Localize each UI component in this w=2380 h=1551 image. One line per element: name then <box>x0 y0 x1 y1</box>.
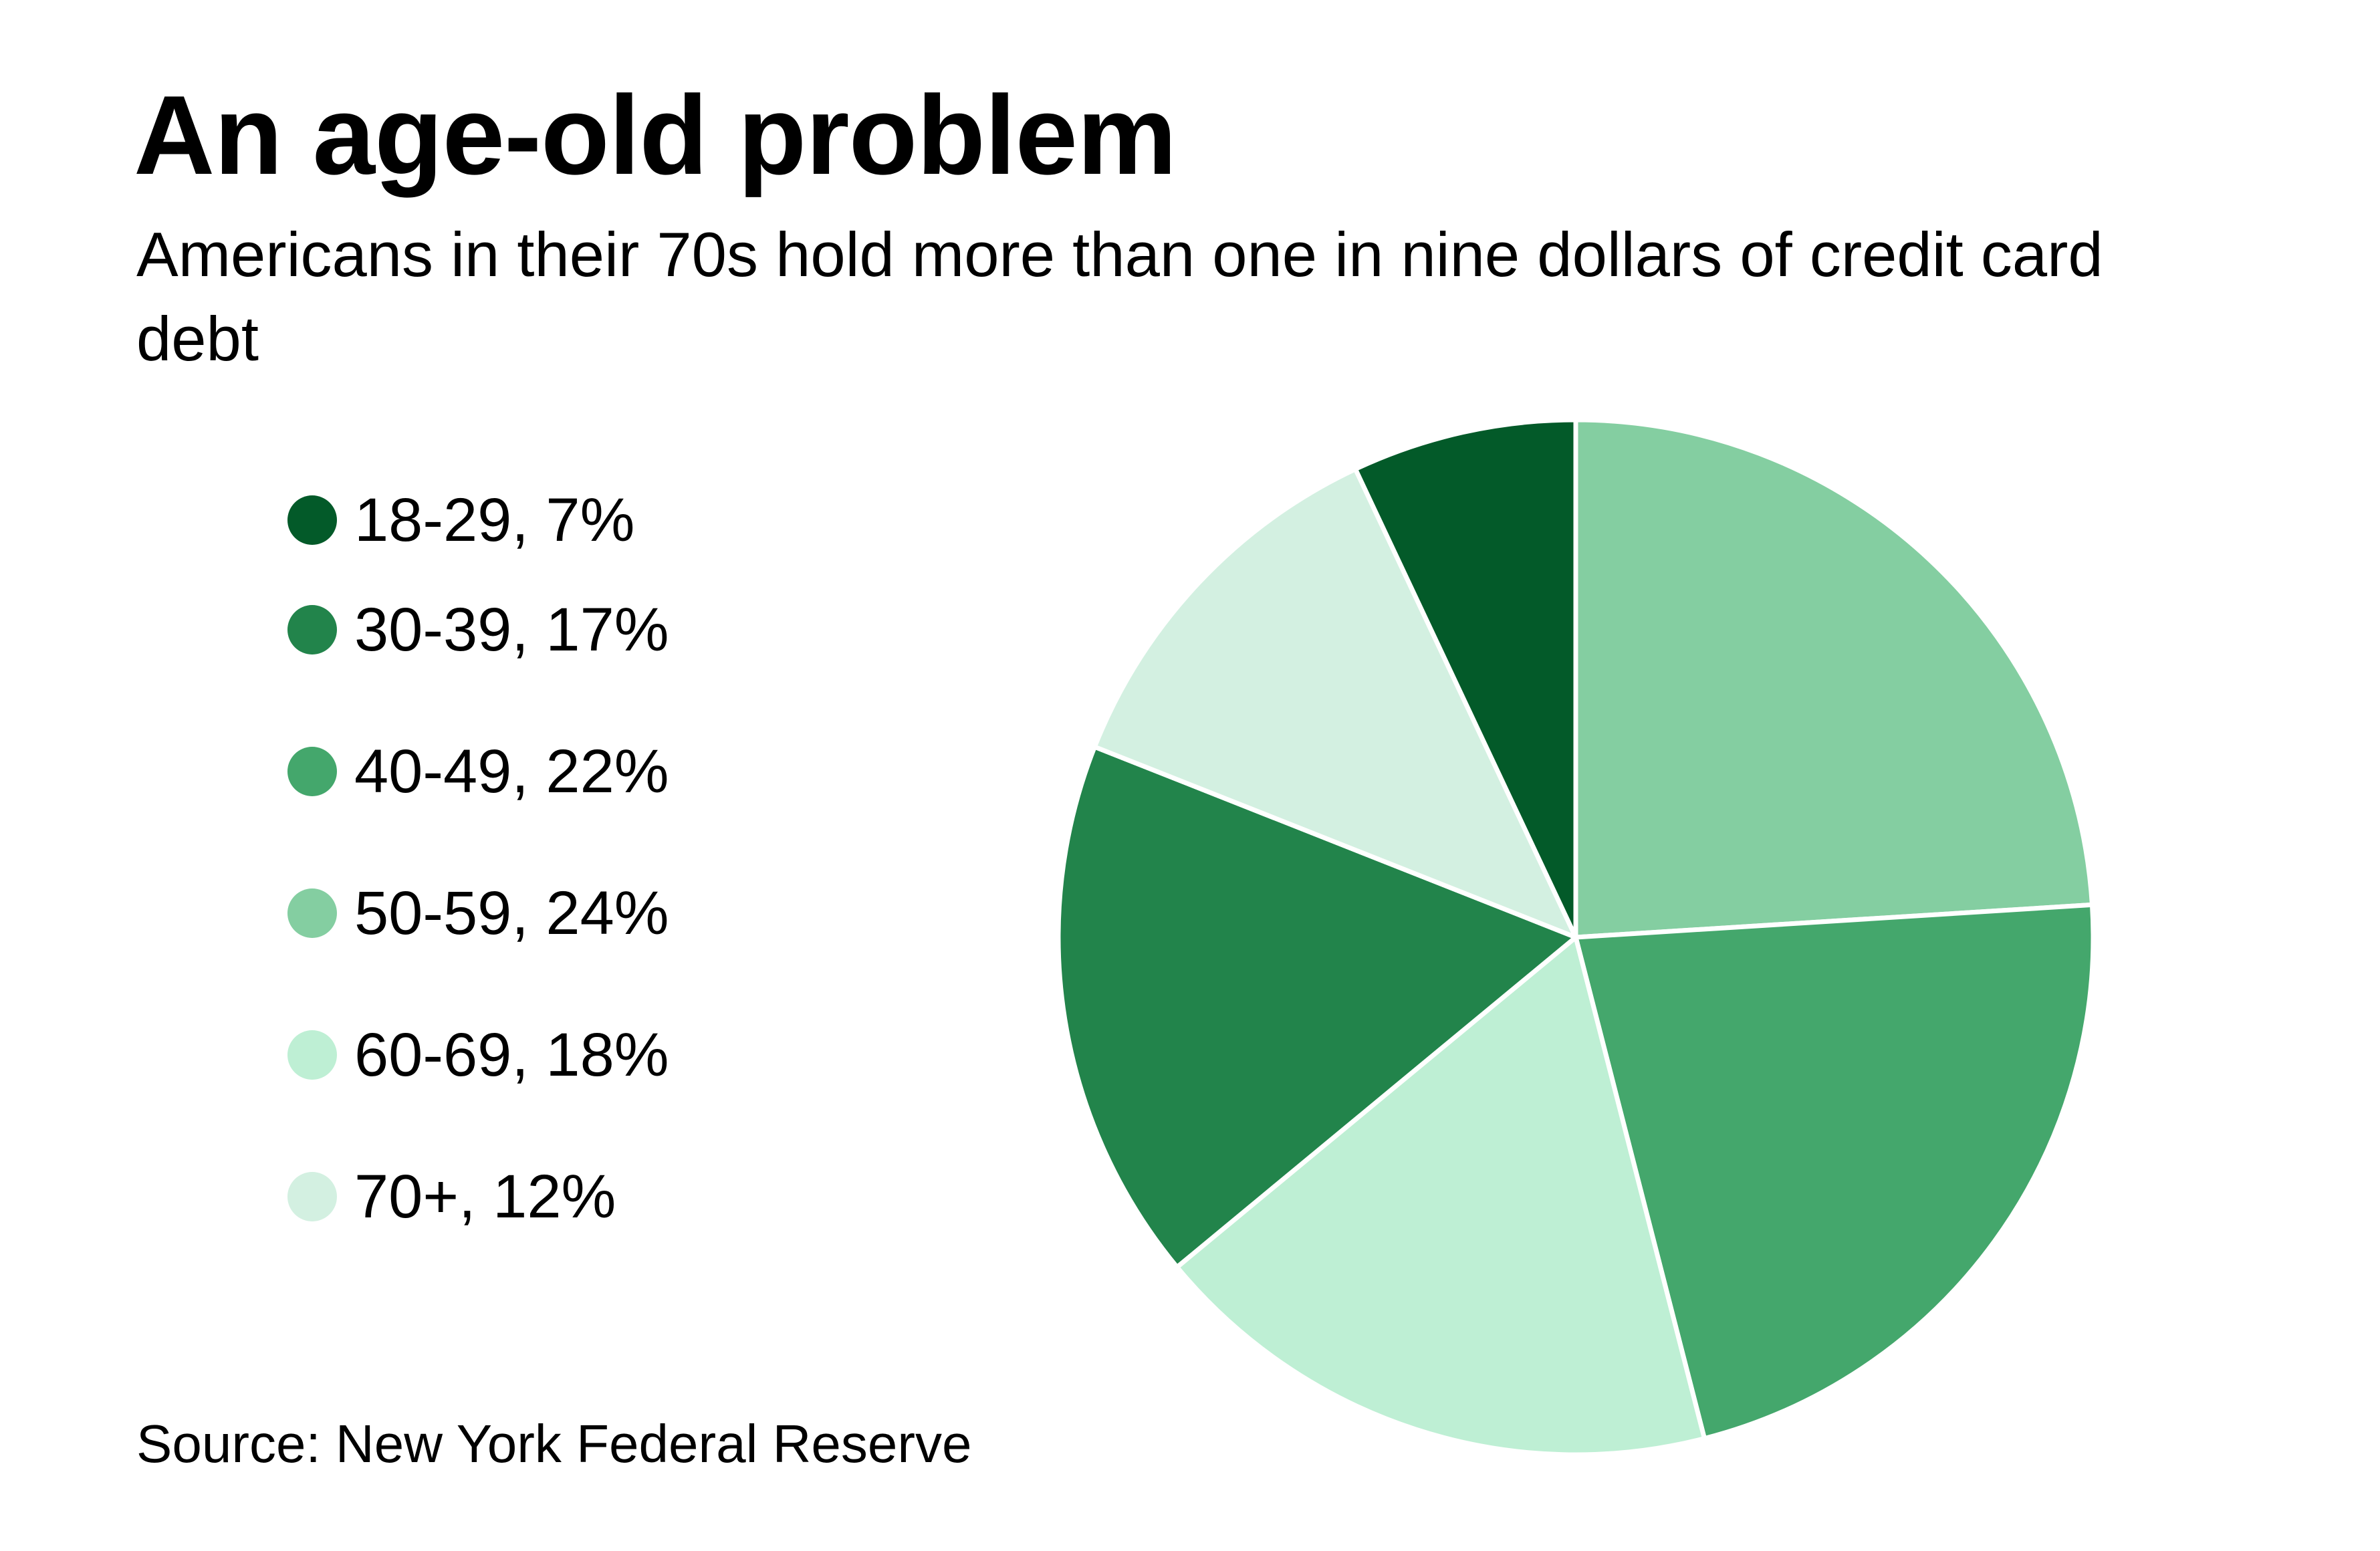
legend-swatch-dot-icon <box>287 747 337 796</box>
legend-label: 30-39, 17% <box>354 596 669 664</box>
legend-swatch-dot-icon <box>287 605 337 654</box>
pie-chart <box>1056 417 2096 1457</box>
legend-item-40-49: 40-49, 22% <box>287 701 669 842</box>
legend-item-18-29: 18-29, 7% <box>287 481 669 559</box>
legend-swatch-dot-icon <box>287 1030 337 1080</box>
legend-swatch-dot-icon <box>287 495 337 545</box>
legend-item-60-69: 60-69, 18% <box>287 984 669 1126</box>
legend-label: 18-29, 7% <box>354 486 635 554</box>
pie-slice-30-39 <box>1056 744 1578 1270</box>
legend-label: 70+, 12% <box>354 1163 616 1231</box>
legend-swatch-dot-icon <box>287 1172 337 1221</box>
legend-item-70-plus: 70+, 12% <box>287 1126 669 1268</box>
pie-slice-70-plus <box>1092 467 1578 940</box>
pie-slice-18-29 <box>1352 417 1578 940</box>
pie-slice-60-69 <box>1175 935 1707 1457</box>
legend: 18-29, 7% 30-39, 17% 40-49, 22% 50-59, 2… <box>287 481 669 1268</box>
legend-label: 50-59, 24% <box>354 879 669 947</box>
pie-slice-40-49 <box>1573 902 2096 1441</box>
legend-label: 60-69, 18% <box>354 1021 669 1089</box>
legend-label: 40-49, 22% <box>354 737 669 806</box>
source-note: Source: New York Federal Reserve <box>136 1414 972 1473</box>
pie-slice-50-59 <box>1573 417 2095 940</box>
legend-item-50-59: 50-59, 24% <box>287 842 669 984</box>
chart-title: An age-old problem <box>134 72 1177 198</box>
chart-subtitle: Americans in their 70s hold more than on… <box>136 219 2103 374</box>
legend-item-30-39: 30-39, 17% <box>287 559 669 701</box>
legend-swatch-dot-icon <box>287 888 337 938</box>
